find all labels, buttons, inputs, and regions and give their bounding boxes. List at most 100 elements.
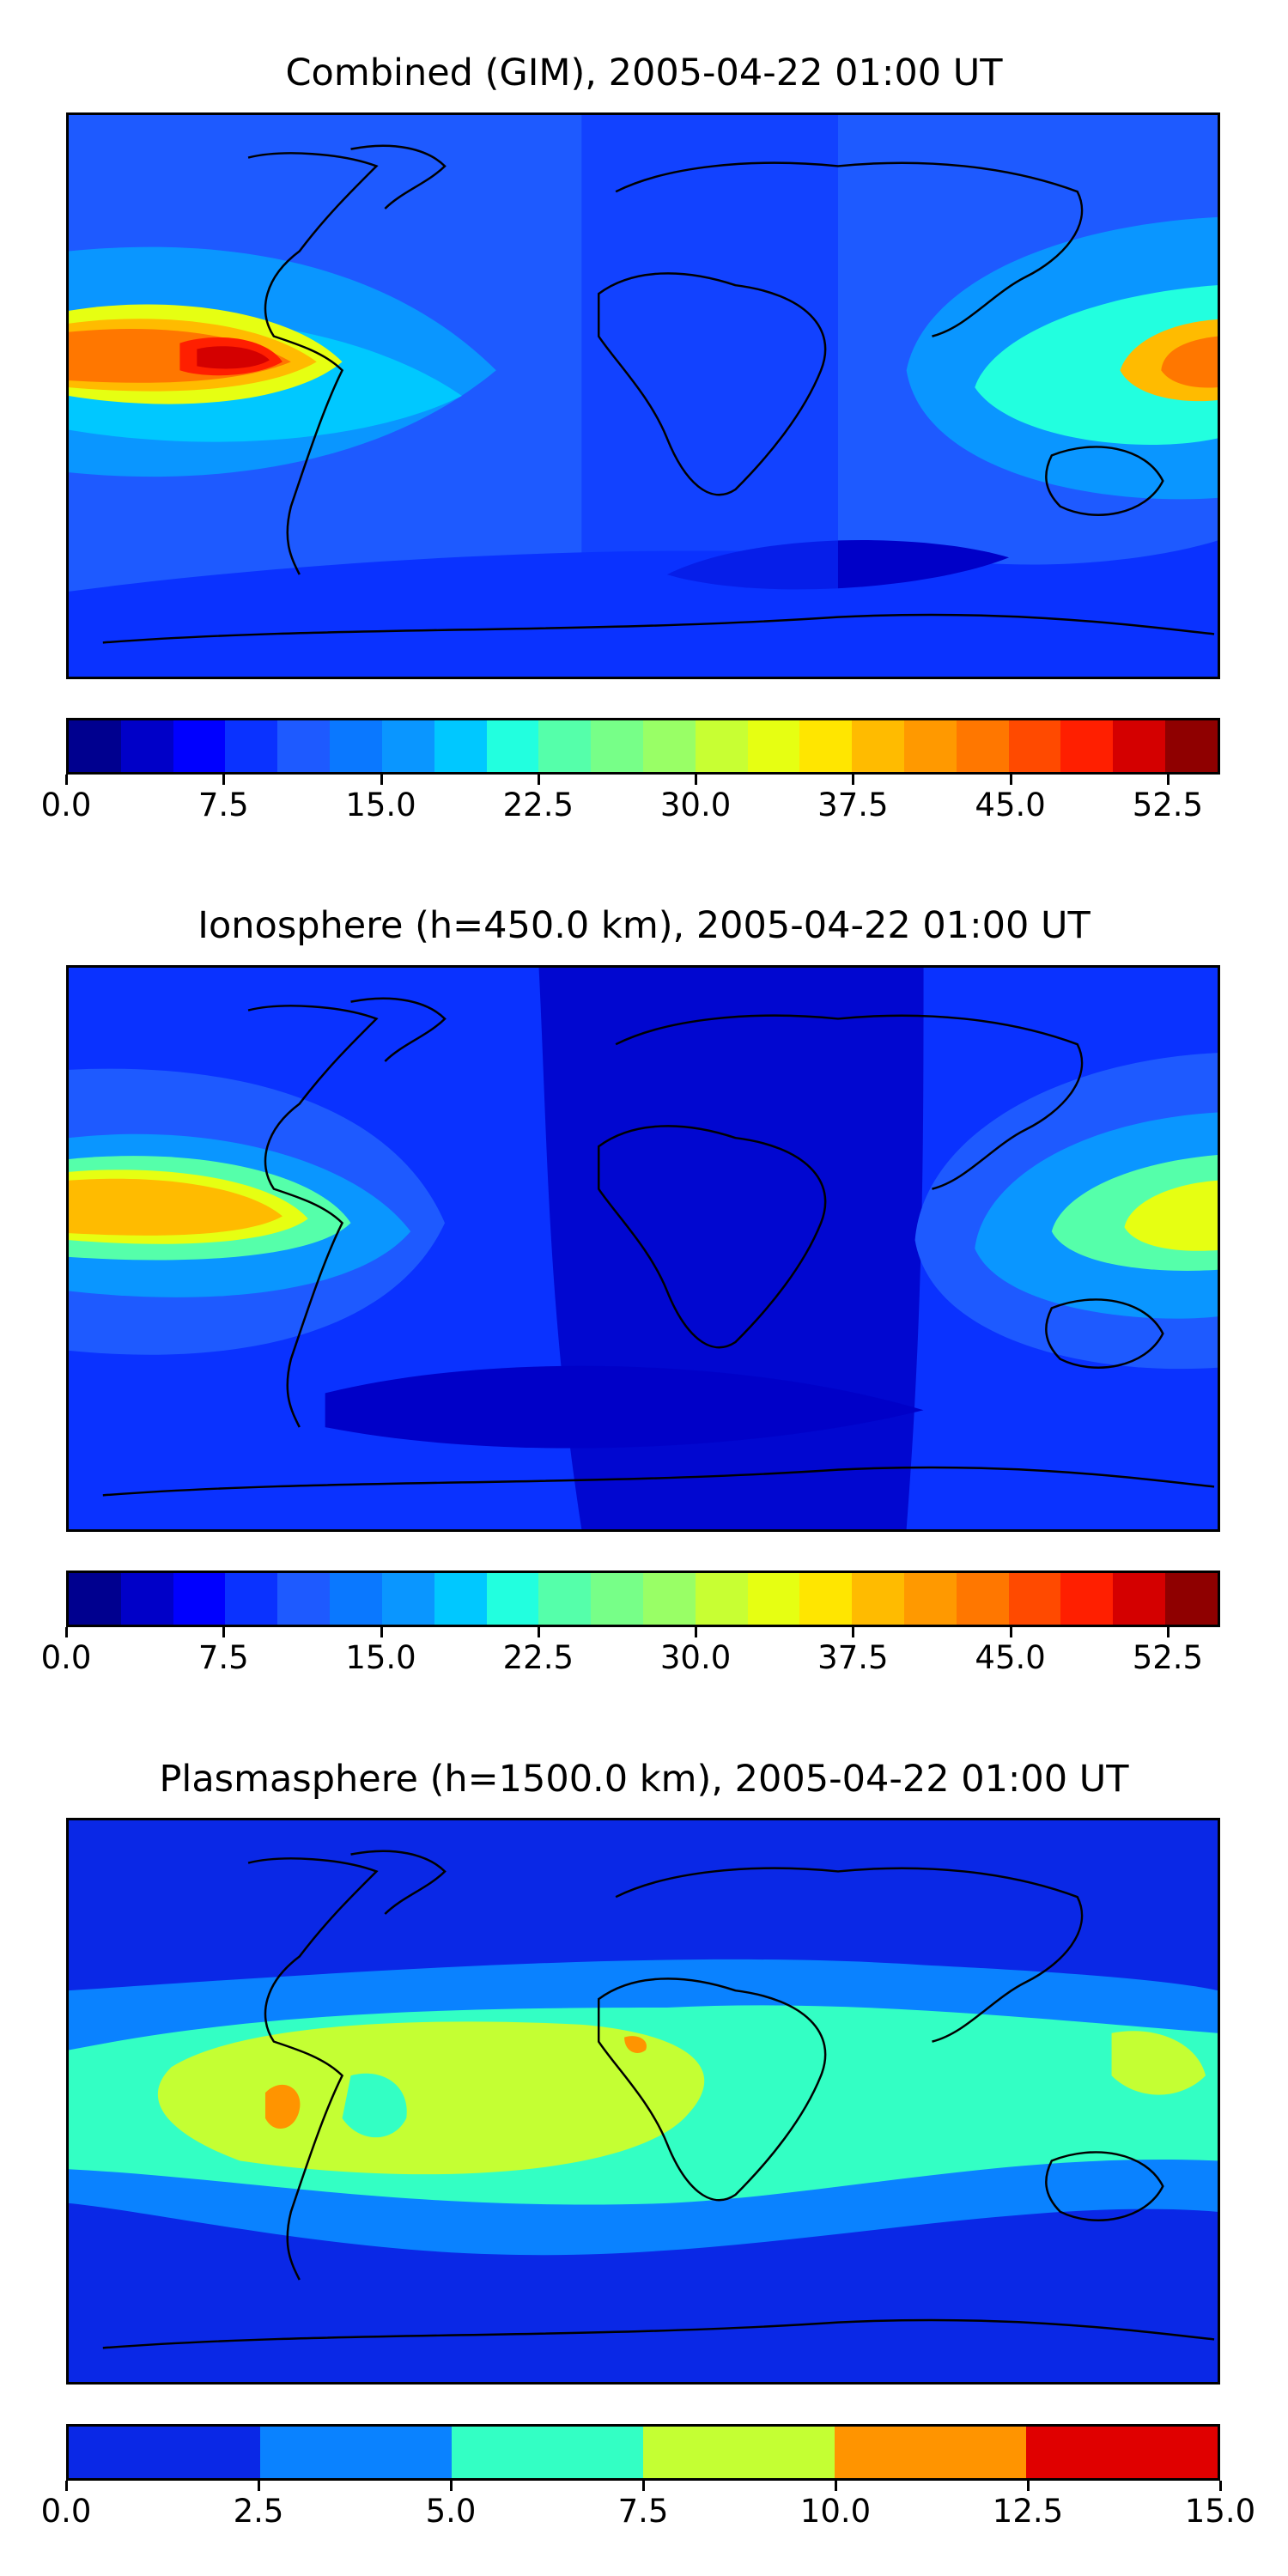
map-combined[interactable] bbox=[66, 112, 1220, 679]
colorbar-tick-label: 2.5 bbox=[233, 2493, 284, 2530]
colorbar-tick-label: 52.5 bbox=[1132, 787, 1204, 823]
colorbar-swatch bbox=[434, 1573, 487, 1625]
colorbar-tick bbox=[537, 775, 540, 785]
colorbar-tick-label: 30.0 bbox=[659, 787, 732, 823]
colorbar-swatch bbox=[330, 1573, 382, 1625]
colorbar-tick bbox=[1009, 1627, 1012, 1637]
colorbar-tick bbox=[1166, 1627, 1170, 1637]
colorbar-tick-label: 22.5 bbox=[502, 787, 574, 823]
coastlines bbox=[102, 1850, 1215, 2349]
colorbar-swatch bbox=[591, 720, 643, 772]
colorbar-swatch bbox=[904, 1573, 957, 1625]
colorbar-tick-label: 0.0 bbox=[40, 2493, 92, 2530]
colorbar-ticks: 0.0 7.5 15.0 22.5 30.0 37.5 45.0 52.5 bbox=[0, 1627, 1288, 1679]
colorbar-swatch bbox=[835, 2427, 1026, 2478]
colorbar-swatch bbox=[747, 1573, 800, 1625]
colorbar bbox=[66, 1571, 1220, 1627]
colorbar-tick-label: 45.0 bbox=[975, 1639, 1046, 1676]
colorbar-tick bbox=[222, 775, 226, 785]
colorbar-tick-label: 0.0 bbox=[40, 787, 92, 823]
colorbar-tick bbox=[852, 775, 855, 785]
colorbar-swatch bbox=[643, 2427, 835, 2478]
tec-map bbox=[69, 115, 1218, 677]
tec-map bbox=[69, 1820, 1218, 2382]
colorbar-swatch bbox=[747, 720, 800, 772]
colorbar-swatch bbox=[486, 720, 539, 772]
colorbar-tick bbox=[450, 2481, 453, 2491]
colorbar-swatch bbox=[225, 720, 278, 772]
colorbar-tick bbox=[1166, 775, 1170, 785]
colorbar-tick bbox=[695, 775, 698, 785]
map-ionosphere[interactable] bbox=[66, 965, 1220, 1532]
colorbar-swatch bbox=[330, 720, 382, 772]
coastlines bbox=[102, 997, 1215, 1497]
colorbar-swatch bbox=[1060, 720, 1114, 772]
colorbar-tick bbox=[65, 775, 68, 785]
colorbar-swatch bbox=[69, 720, 121, 772]
colorbar-tick bbox=[537, 1627, 540, 1637]
colorbar-swatch bbox=[852, 720, 904, 772]
colorbar-tick bbox=[852, 1627, 855, 1637]
tec-map bbox=[69, 968, 1218, 1529]
colorbar-swatch bbox=[642, 1573, 696, 1625]
colorbar-swatch bbox=[277, 1573, 331, 1625]
colorbar-tick-label: 22.5 bbox=[502, 1639, 574, 1676]
colorbar-tick-label: 7.5 bbox=[197, 1639, 249, 1676]
colorbar-swatch bbox=[69, 1573, 121, 1625]
colorbar-swatch bbox=[173, 1573, 226, 1625]
colorbar-tick-label: 10.0 bbox=[799, 2493, 872, 2530]
colorbar-swatch bbox=[799, 1573, 853, 1625]
colorbar-swatch bbox=[852, 1573, 904, 1625]
coastlines bbox=[102, 144, 1215, 644]
colorbar-tick-label: 37.5 bbox=[817, 787, 889, 823]
colorbar-swatch bbox=[225, 1573, 278, 1625]
colorbar-swatch bbox=[695, 1573, 748, 1625]
colorbar-swatch bbox=[538, 720, 592, 772]
colorbar-swatch bbox=[277, 720, 331, 772]
colorbar-tick-label: 30.0 bbox=[659, 1639, 732, 1676]
colorbar-swatch bbox=[173, 720, 226, 772]
colorbar-tick bbox=[1219, 2481, 1222, 2491]
colorbar-swatch bbox=[452, 2427, 643, 2478]
colorbar-tick-label: 0.0 bbox=[40, 1639, 92, 1676]
colorbar-swatch bbox=[381, 1573, 434, 1625]
colorbar-tick-label: 15.0 bbox=[345, 1639, 416, 1676]
colorbar-tick bbox=[1009, 775, 1012, 785]
colorbar-ticks: 0.0 2.5 5.0 7.5 10.0 12.5 15.0 bbox=[0, 2481, 1288, 2532]
colorbar-tick bbox=[1027, 2481, 1030, 2491]
colorbar-tick bbox=[380, 1627, 383, 1637]
colorbar-swatch bbox=[956, 720, 1009, 772]
colorbar-tick bbox=[380, 775, 383, 785]
colorbar-tick-label: 52.5 bbox=[1132, 1639, 1204, 1676]
colorbar-tick-label: 7.5 bbox=[617, 2493, 669, 2530]
colorbar-tick-label: 15.0 bbox=[345, 787, 416, 823]
colorbar-swatch bbox=[69, 2427, 260, 2478]
colorbar-swatch bbox=[486, 1573, 539, 1625]
colorbar-ticks: 0.0 7.5 15.0 22.5 30.0 37.5 45.0 52.5 bbox=[0, 775, 1288, 826]
colorbar-tick bbox=[695, 1627, 698, 1637]
colorbar-tick-label: 45.0 bbox=[975, 787, 1046, 823]
colorbar-swatch bbox=[695, 720, 748, 772]
colorbar-swatch bbox=[381, 720, 434, 772]
map-plasmasphere[interactable] bbox=[66, 1818, 1220, 2385]
colorbar bbox=[66, 2424, 1220, 2481]
colorbar-tick bbox=[65, 1627, 68, 1637]
panel-title: Ionosphere (h=450.0 km), 2005-04-22 01:0… bbox=[197, 904, 1091, 947]
colorbar-tick-label: 12.5 bbox=[992, 2493, 1064, 2530]
colorbar-tick-label: 15.0 bbox=[1184, 2493, 1256, 2530]
colorbar-swatch bbox=[1008, 720, 1061, 772]
colorbar-tick-label: 37.5 bbox=[817, 1639, 889, 1676]
colorbar-tick-label: 7.5 bbox=[197, 787, 249, 823]
colorbar-swatch bbox=[1008, 1573, 1061, 1625]
colorbar bbox=[66, 718, 1220, 775]
colorbar-swatch bbox=[904, 720, 957, 772]
colorbar-swatch bbox=[120, 720, 173, 772]
colorbar-swatch bbox=[120, 1573, 173, 1625]
colorbar-tick bbox=[65, 2481, 68, 2491]
colorbar-swatch bbox=[1060, 1573, 1114, 1625]
colorbar-swatch bbox=[538, 1573, 592, 1625]
colorbar-tick bbox=[642, 2481, 645, 2491]
colorbar-tick-label: 5.0 bbox=[425, 2493, 477, 2530]
panel-title: Combined (GIM), 2005-04-22 01:00 UT bbox=[285, 52, 1003, 94]
colorbar-swatch bbox=[1113, 1573, 1166, 1625]
